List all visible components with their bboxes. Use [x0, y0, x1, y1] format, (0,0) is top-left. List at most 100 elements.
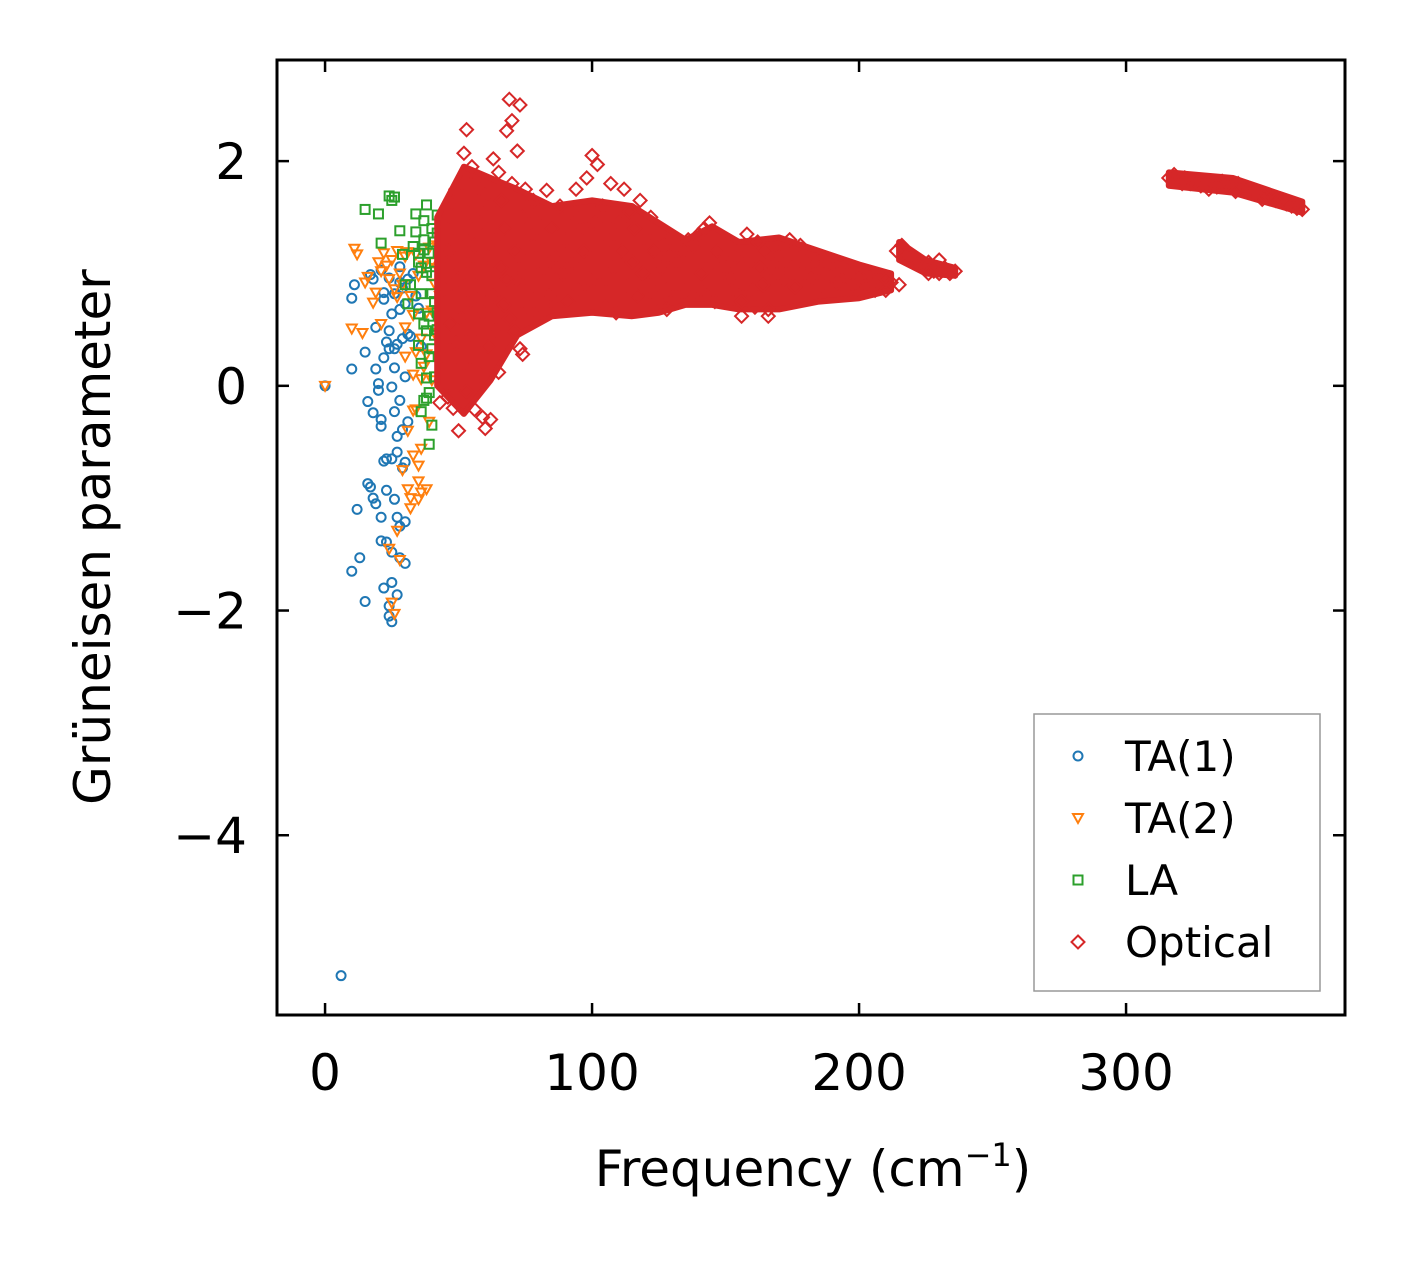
data-point: [877, 271, 894, 288]
data-point: [493, 192, 510, 209]
data-point: [701, 214, 718, 231]
data-point: [398, 322, 412, 335]
legend-marker: [1070, 934, 1086, 950]
data-point: [421, 392, 433, 404]
data-point: [947, 263, 964, 280]
data-point: [422, 416, 436, 429]
data-point: [394, 394, 406, 406]
data-point: [760, 308, 777, 325]
data-point: [602, 175, 619, 192]
data-point: [399, 516, 411, 528]
data-point: [544, 220, 560, 237]
data-point: [409, 404, 423, 417]
data-point: [784, 259, 801, 276]
x-tick-label: 0: [309, 1044, 341, 1102]
data-point: [388, 493, 400, 505]
data-point: [466, 401, 483, 418]
data-point: [840, 265, 857, 282]
data-point: [472, 214, 488, 231]
data-point: [1235, 181, 1252, 198]
data-point: [372, 384, 384, 396]
data-point: [512, 97, 528, 113]
data-point: [386, 616, 398, 628]
data-point: [653, 259, 670, 276]
data-point: [413, 247, 425, 259]
data-point: [549, 299, 566, 316]
data-point: [463, 158, 480, 175]
data-point: [781, 231, 798, 248]
data-point: [369, 287, 383, 300]
data-point: [813, 276, 830, 293]
data-point: [501, 91, 518, 108]
data-point: [485, 150, 502, 167]
data-point: [439, 243, 456, 259]
data-point: [883, 274, 900, 291]
data-point: [744, 282, 761, 299]
data-point: [415, 262, 427, 274]
data-point: [410, 208, 422, 220]
data-point: [415, 288, 427, 300]
data-point: [442, 195, 459, 212]
data-point: [362, 396, 374, 408]
legend-item: LA: [1072, 856, 1178, 905]
data-point: [1160, 170, 1177, 186]
data-point: [426, 419, 438, 431]
data-point: [421, 199, 433, 211]
data-point: [378, 293, 390, 305]
data-point: [538, 182, 555, 199]
data-point: [393, 554, 407, 568]
data-point: [385, 597, 399, 610]
data-point: [455, 145, 472, 162]
data-point: [372, 378, 384, 390]
y-tick-label: −2: [173, 583, 247, 641]
data-point: [359, 203, 371, 215]
data-point: [335, 970, 347, 982]
data-point: [536, 259, 552, 276]
legend-label: Optical: [1125, 918, 1273, 967]
data-point: [525, 192, 542, 209]
data-point: [482, 411, 499, 428]
data-point: [391, 446, 403, 458]
data-point: [480, 248, 496, 265]
data-point: [431, 394, 448, 411]
data-point: [765, 237, 782, 254]
data-point: [597, 299, 614, 316]
data-point: [698, 288, 715, 304]
data-point: [354, 552, 366, 564]
data-point: [512, 340, 528, 357]
data-point: [318, 380, 332, 393]
data-point: [851, 282, 867, 299]
data-point: [752, 259, 769, 276]
data-point: [375, 237, 387, 249]
data-point: [931, 252, 948, 268]
data-point: [348, 279, 360, 291]
data-point: [677, 282, 694, 299]
data-point: [367, 492, 379, 504]
data-point: [418, 234, 430, 246]
data-point: [1224, 177, 1241, 194]
data-point: [520, 299, 536, 316]
data-point: [490, 164, 507, 181]
data-point: [463, 327, 480, 344]
data-point: [391, 430, 403, 442]
data-point: [693, 265, 710, 282]
data-point: [613, 243, 630, 259]
data-point: [411, 494, 426, 507]
data-point: [423, 351, 435, 363]
data-point: [461, 293, 478, 310]
x-tick-label: 100: [544, 1044, 639, 1102]
data-point: [690, 226, 707, 243]
data-point: [469, 170, 486, 186]
data-point: [669, 254, 686, 271]
data-point: [388, 406, 400, 418]
data-point: [704, 254, 721, 271]
data-point: [1267, 192, 1284, 209]
data-point: [685, 237, 702, 254]
data-point: [442, 316, 459, 332]
data-point: [645, 243, 662, 259]
data-point: [717, 259, 734, 276]
data-point: [1294, 201, 1311, 218]
legend-marker: [1071, 813, 1085, 826]
data-point: [364, 481, 376, 493]
data-point: [642, 209, 659, 226]
